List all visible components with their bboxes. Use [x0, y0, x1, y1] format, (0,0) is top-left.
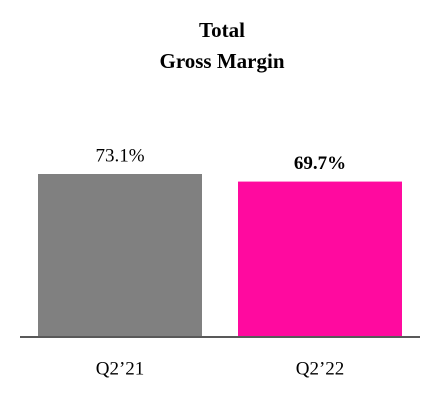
x-tick-label: Q2’22	[296, 358, 345, 379]
bar	[238, 181, 402, 337]
value-label: 73.1%	[95, 145, 144, 166]
bar	[38, 174, 202, 337]
chart-title: Gross Margin	[159, 49, 284, 73]
chart-title: Total	[199, 18, 245, 42]
x-tick-label: Q2’21	[96, 358, 145, 379]
value-label: 69.7%	[294, 153, 346, 174]
